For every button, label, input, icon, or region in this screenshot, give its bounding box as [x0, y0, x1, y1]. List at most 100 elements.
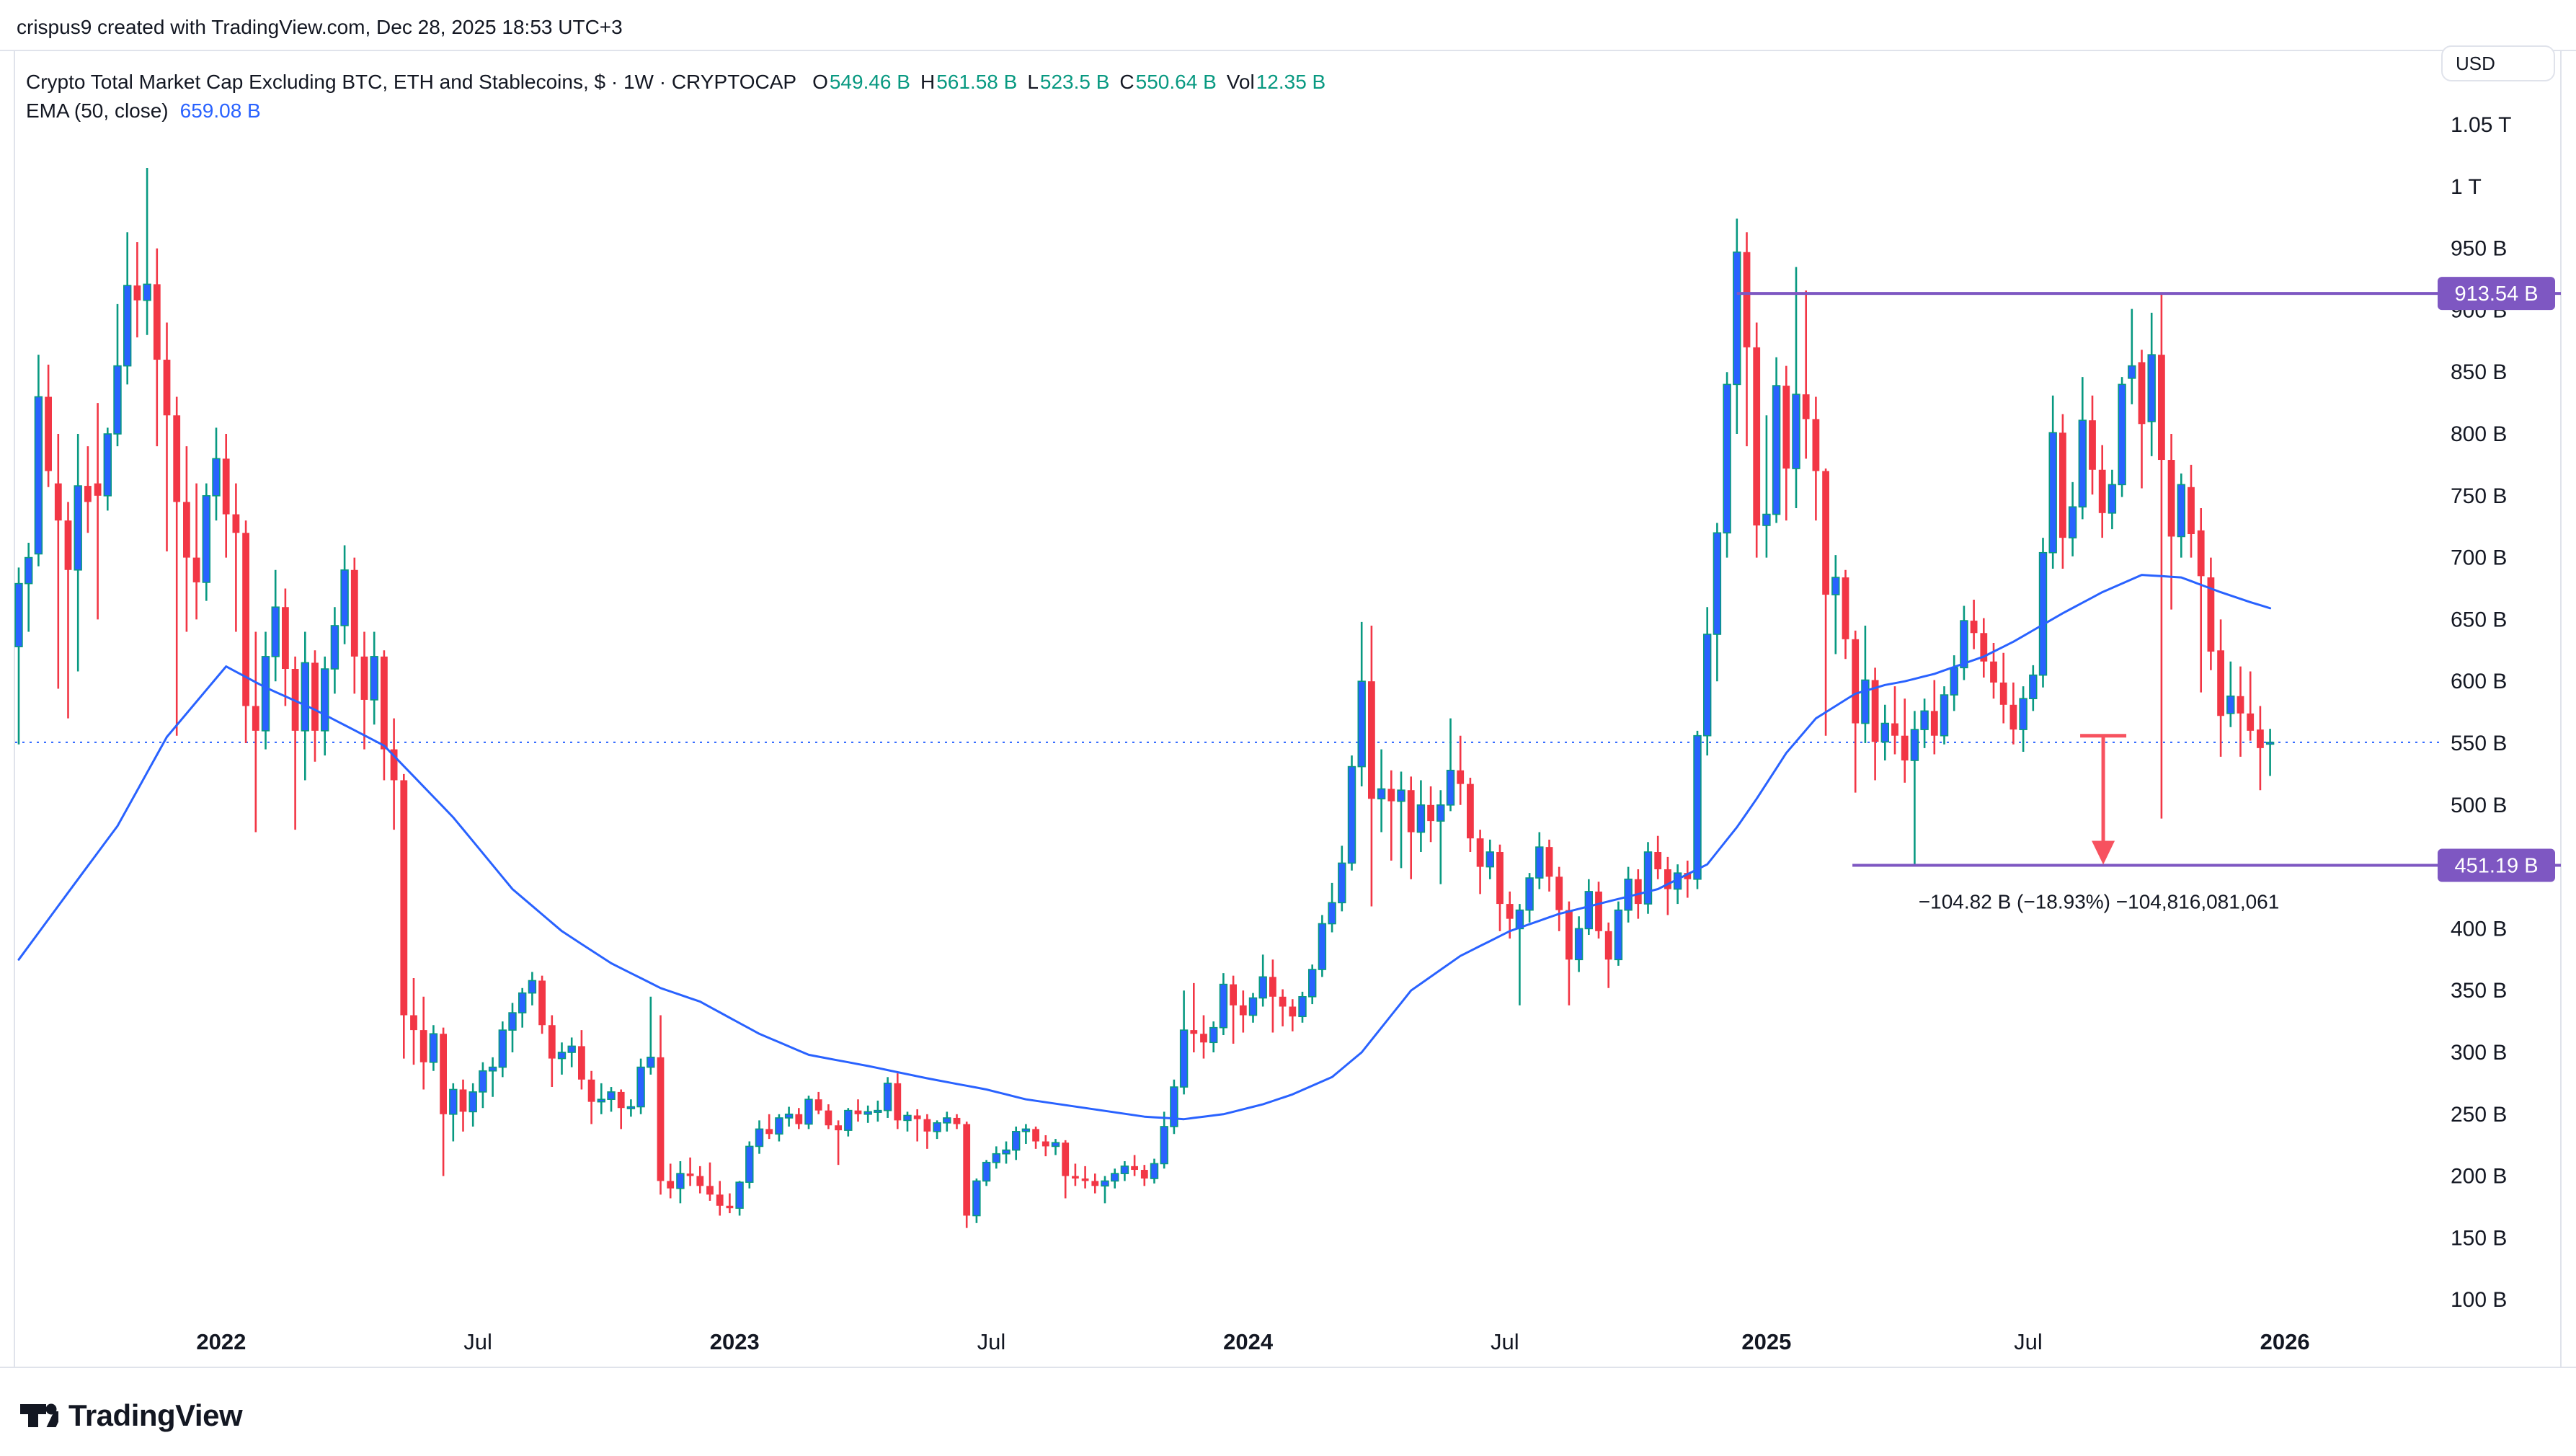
candle	[1713, 523, 1722, 682]
candle	[1357, 621, 1366, 787]
candle	[2226, 661, 2235, 727]
candle	[765, 1114, 773, 1140]
candlestick-series[interactable]	[14, 168, 2275, 1228]
candle	[2217, 619, 2224, 757]
candle	[2128, 308, 2136, 404]
price-tick-label: 300 B	[2451, 1041, 2507, 1065]
candle	[252, 631, 259, 833]
candle	[1397, 771, 1405, 869]
candle	[1239, 990, 1247, 1033]
candle	[1091, 1173, 1099, 1194]
candle	[775, 1114, 783, 1142]
measure-arrow[interactable]	[2080, 734, 2127, 865]
candle	[1762, 415, 1771, 558]
candle	[2078, 377, 2087, 520]
candle	[84, 446, 92, 533]
candle	[183, 446, 190, 632]
symbol-title: Crypto Total Market Cap Excluding BTC, E…	[26, 71, 797, 93]
chart-frame	[0, 50, 2576, 1368]
candle	[913, 1109, 921, 1142]
candle	[1703, 607, 1712, 756]
chart-legend: Crypto Total Market Cap Excluding BTC, E…	[26, 68, 1336, 125]
candle	[863, 1105, 872, 1123]
currency-button[interactable]: USD	[2441, 45, 2555, 81]
candle	[1101, 1176, 1109, 1204]
candle	[923, 1114, 931, 1149]
candle	[143, 168, 151, 335]
candle	[2068, 481, 2077, 556]
candle	[1387, 770, 1395, 861]
price-tick-label: 1.05 T	[2451, 113, 2512, 137]
candle	[1081, 1166, 1089, 1189]
legend-symbol-row[interactable]: Crypto Total Market Cap Excluding BTC, E…	[26, 68, 1336, 97]
candle	[548, 1015, 556, 1088]
candle	[2089, 395, 2096, 495]
candle	[1555, 866, 1563, 931]
candle	[1693, 730, 1702, 889]
candle	[1190, 982, 1198, 1052]
candle	[291, 656, 299, 830]
candle	[1289, 999, 1297, 1031]
candle	[1535, 832, 1544, 889]
candle	[360, 631, 368, 750]
candle	[953, 1114, 961, 1129]
measure-label: −104.82 B (−18.93%) −104,816,081,061	[1919, 891, 2280, 913]
ohlc-close: C550.64 B	[1119, 71, 1217, 93]
candle	[1901, 698, 1909, 783]
candle	[479, 1062, 487, 1109]
candle	[330, 607, 339, 694]
price-tick-label: 750 B	[2451, 484, 2507, 508]
candle	[1230, 975, 1237, 1044]
candle	[1368, 625, 1375, 907]
candle	[1673, 864, 1682, 905]
candle	[1012, 1126, 1021, 1160]
attribution-text: crispus9 created with TradingView.com, D…	[17, 16, 623, 38]
candle	[54, 434, 62, 689]
candle	[113, 303, 122, 447]
candle	[1258, 954, 1267, 1007]
candle	[1436, 790, 1445, 884]
candle	[2009, 682, 2017, 745]
ray-price-label-913: 913.54 B	[2438, 277, 2555, 311]
candle	[982, 1160, 991, 1186]
candle	[1111, 1168, 1119, 1189]
candle	[825, 1104, 832, 1129]
price-tick-label: 950 B	[2451, 237, 2507, 261]
candle	[1565, 901, 1573, 1006]
candle	[1515, 904, 1524, 1006]
candle	[943, 1111, 951, 1132]
candle	[844, 1108, 853, 1137]
candle	[716, 1181, 724, 1216]
legend-ema-row[interactable]: EMA (50, close) 659.08 B	[26, 97, 1336, 125]
candle	[320, 656, 329, 756]
candle	[1624, 866, 1633, 923]
candle	[2188, 464, 2195, 558]
candle	[74, 434, 82, 672]
price-tick-label: 250 B	[2451, 1103, 2507, 1127]
candle	[1871, 667, 1879, 781]
candle	[726, 1193, 734, 1214]
candle	[459, 1079, 467, 1132]
candle	[1347, 755, 1356, 871]
candle	[963, 1122, 971, 1228]
candle	[64, 502, 72, 719]
tradingview-watermark[interactable]: TradingView	[18, 1395, 243, 1436]
svg-text:913.54 B: 913.54 B	[2454, 283, 2538, 306]
candle	[282, 588, 289, 706]
tradingview-logo-icon	[20, 1403, 58, 1427]
candle	[2038, 538, 2048, 688]
candle	[1545, 839, 1553, 892]
candle	[1021, 1124, 1031, 1144]
candle	[1328, 882, 1336, 933]
candle	[2167, 434, 2175, 610]
time-axis[interactable]: 2022 Jul 2023 Jul 2024 Jul 2025 Jul 2026	[196, 1329, 2309, 1354]
candle	[173, 396, 181, 736]
ema-line[interactable]	[17, 574, 2272, 1121]
candle	[1604, 922, 1612, 988]
candle	[647, 996, 655, 1075]
candle	[2059, 414, 2066, 569]
price-tick-label: 350 B	[2451, 979, 2507, 1003]
ohlc-high: H561.58 B	[920, 71, 1018, 93]
